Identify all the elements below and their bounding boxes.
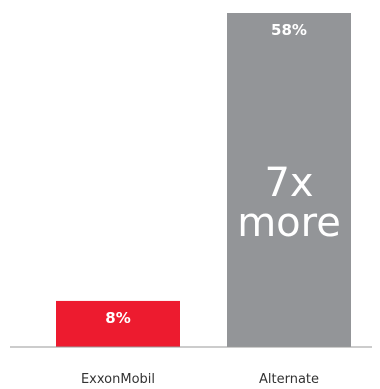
annotation-line-2: more <box>237 200 341 246</box>
value-label-exxonmobil: 8% <box>105 309 130 327</box>
bars-group <box>56 13 351 347</box>
bar-exxonmobil <box>56 300 180 347</box>
category-label-exxonmobil: ExxonMobil <box>81 372 155 387</box>
value-label-alternate: 58% <box>271 21 307 39</box>
annotation-line-1: 7x <box>264 160 313 206</box>
labels-group: 8% ExxonMobil 58% Alternate <box>81 21 319 387</box>
bar-alternate <box>227 13 351 347</box>
category-label-alternate: Alternate <box>259 372 319 387</box>
